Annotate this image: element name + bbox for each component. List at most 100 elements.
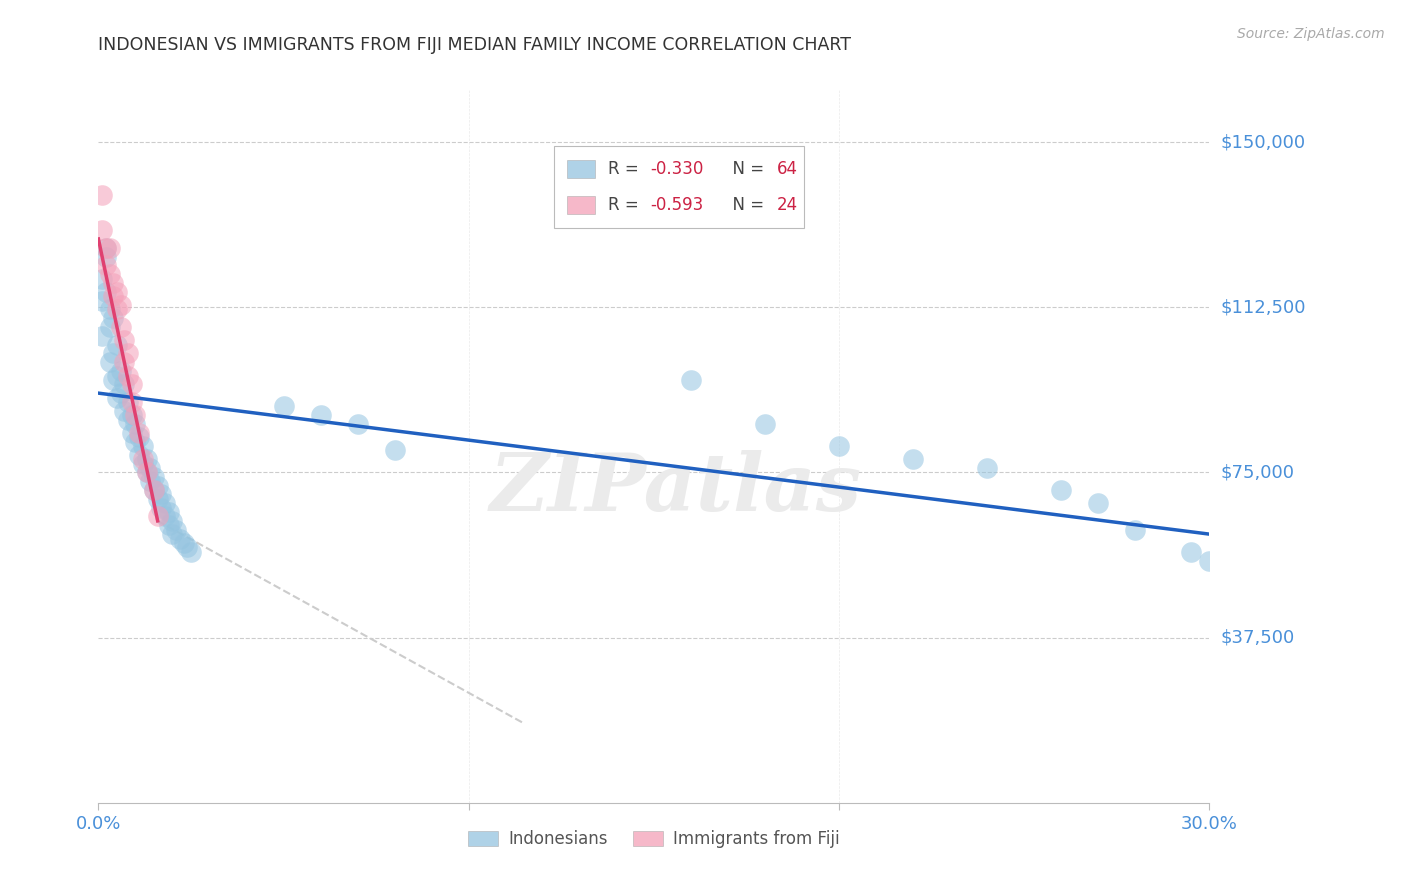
- Point: [91, 188, 114, 202]
- Point: [98, 302, 121, 317]
- Point: [94, 250, 117, 264]
- Point: [124, 417, 146, 431]
- Point: [128, 425, 150, 440]
- Point: [112, 377, 135, 392]
- Point: [153, 496, 176, 510]
- Point: [157, 505, 180, 519]
- Point: [105, 337, 128, 351]
- Point: [162, 527, 184, 541]
- Point: [135, 466, 157, 480]
- Point: [309, 408, 332, 422]
- Point: [105, 285, 128, 299]
- Point: [1198, 553, 1220, 567]
- Point: [105, 368, 128, 383]
- Point: [135, 466, 157, 480]
- Point: [1180, 545, 1202, 559]
- Text: -0.330: -0.330: [651, 161, 704, 178]
- Point: [143, 483, 166, 497]
- Point: [1087, 496, 1109, 510]
- Text: $150,000: $150,000: [1220, 133, 1305, 151]
- Point: [117, 368, 139, 383]
- Point: [117, 412, 139, 426]
- Point: [384, 443, 406, 458]
- Point: [121, 377, 143, 392]
- Point: [165, 523, 187, 537]
- Point: [146, 509, 169, 524]
- Point: [103, 346, 125, 360]
- Point: [169, 532, 191, 546]
- Point: [94, 259, 117, 273]
- Point: [176, 541, 198, 555]
- Point: [98, 241, 121, 255]
- Point: [146, 491, 169, 506]
- Point: [273, 400, 295, 414]
- Point: [132, 439, 155, 453]
- Point: [117, 395, 139, 409]
- Point: [94, 241, 117, 255]
- FancyBboxPatch shape: [567, 161, 595, 178]
- Point: [1050, 483, 1073, 497]
- Text: N =: N =: [721, 161, 769, 178]
- Point: [828, 439, 851, 453]
- Point: [139, 461, 162, 475]
- Point: [112, 403, 135, 417]
- Text: $112,500: $112,500: [1220, 298, 1306, 317]
- Point: [91, 329, 114, 343]
- Point: [976, 461, 998, 475]
- Text: INDONESIAN VS IMMIGRANTS FROM FIJI MEDIAN FAMILY INCOME CORRELATION CHART: INDONESIAN VS IMMIGRANTS FROM FIJI MEDIA…: [98, 36, 852, 54]
- Point: [98, 355, 121, 369]
- Point: [157, 518, 180, 533]
- Legend: Indonesians, Immigrants from Fiji: Indonesians, Immigrants from Fiji: [461, 824, 846, 855]
- Text: 64: 64: [778, 161, 799, 178]
- Point: [103, 311, 125, 326]
- Point: [1123, 523, 1146, 537]
- Point: [162, 514, 184, 528]
- Text: R =: R =: [609, 196, 644, 214]
- Text: 24: 24: [778, 196, 799, 214]
- Point: [180, 545, 202, 559]
- Text: -0.593: -0.593: [651, 196, 704, 214]
- Point: [150, 487, 173, 501]
- Point: [124, 408, 146, 422]
- Point: [150, 500, 173, 515]
- Point: [143, 483, 166, 497]
- Point: [91, 271, 114, 285]
- Point: [94, 241, 117, 255]
- FancyBboxPatch shape: [554, 146, 804, 228]
- Text: N =: N =: [721, 196, 769, 214]
- Point: [128, 430, 150, 444]
- Point: [121, 425, 143, 440]
- Point: [128, 448, 150, 462]
- Point: [346, 417, 368, 431]
- Point: [103, 276, 125, 290]
- Point: [754, 417, 776, 431]
- Text: $75,000: $75,000: [1220, 464, 1295, 482]
- Point: [105, 391, 128, 405]
- Text: Source: ZipAtlas.com: Source: ZipAtlas.com: [1237, 27, 1385, 41]
- Point: [173, 536, 195, 550]
- Point: [132, 452, 155, 467]
- Point: [98, 320, 121, 334]
- Point: [110, 298, 132, 312]
- FancyBboxPatch shape: [567, 196, 595, 214]
- Point: [105, 302, 128, 317]
- Point: [139, 475, 162, 489]
- Point: [110, 364, 132, 378]
- Point: [143, 470, 166, 484]
- Point: [110, 320, 132, 334]
- Point: [112, 333, 135, 347]
- Point: [112, 355, 135, 369]
- Point: [103, 289, 125, 303]
- Point: [121, 395, 143, 409]
- Point: [121, 408, 143, 422]
- Text: $37,500: $37,500: [1220, 629, 1295, 647]
- Point: [91, 293, 114, 308]
- Point: [98, 267, 121, 281]
- Point: [117, 346, 139, 360]
- Point: [103, 373, 125, 387]
- Point: [901, 452, 924, 467]
- Point: [135, 452, 157, 467]
- Point: [110, 386, 132, 401]
- Point: [91, 223, 114, 237]
- Point: [146, 478, 169, 492]
